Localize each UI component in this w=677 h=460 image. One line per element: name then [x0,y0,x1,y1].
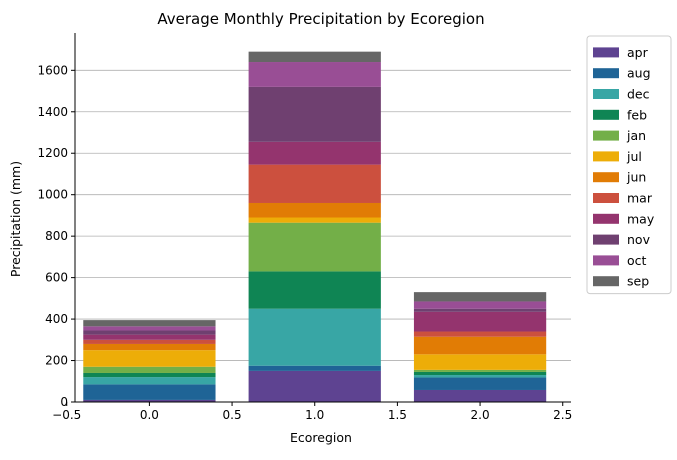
bar-segment-nov-1 [248,86,381,142]
bar-segment-nov-0 [83,330,216,335]
legend-swatch-mar [593,193,619,203]
bar-segment-apr-2 [413,389,547,402]
y-tick-label-600: 600 [45,271,68,285]
bar-segment-dec-2 [413,375,547,378]
legend-label-nov: nov [627,232,651,247]
bar-segment-aug-1 [248,365,381,371]
bar-segment-jan-1 [248,222,381,272]
x-tick-label-3: 1.0 [305,408,324,422]
x-tick-label-4: 1.5 [388,408,407,422]
y-tick-label-800: 800 [45,229,68,243]
legend-swatch-feb [593,109,619,120]
legend: apr aug dec feb jan jul jun mar may nov oct sep [586,35,672,295]
bar-segment-jun-0 [83,343,216,351]
bar-segment-aug-2 [413,377,547,390]
legend-label-aug: aug [627,66,651,81]
bar-segment-feb-0 [83,372,216,378]
legend-label-mar: mar [627,191,653,206]
legend-swatch-oct [593,255,619,266]
bar-segment-mar-2 [413,331,547,337]
legend-swatch-sep [593,276,619,287]
bar-segment-mar-1 [248,164,381,203]
bar-segment-jul-1 [248,217,381,223]
legend-swatch-apr [593,47,619,58]
bar-segment-jun-1 [248,202,381,218]
legend-box [586,35,672,295]
bar-segment-jul-0 [83,350,216,367]
bar-segment-sep-2 [413,292,547,302]
legend-swatch-jun [593,172,619,183]
bar-segment-nov-2 [413,308,547,312]
legend-label-sep: sep [627,274,649,289]
bars [83,51,547,402]
axes: 0 200 400 600 800 1000 1200 1400 1600 −0.5 0.0 0.5 1… [37,33,572,422]
legend-swatch-jan [593,130,619,141]
legend-label-apr: apr [627,45,649,60]
y-tick-label-1200: 1200 [37,146,68,160]
x-tick-label-1: 0.0 [140,408,159,422]
bar-segment-may-0 [83,334,216,340]
y-tick-label-400: 400 [45,312,68,326]
legend-label-feb: feb [627,107,647,122]
x-tick-label-5: 2.0 [471,408,490,422]
x-tick-label-6: 2.5 [553,408,572,422]
y-tick-label-200: 200 [45,354,68,368]
legend-swatch-nov [593,234,619,245]
bar-segment-oct-2 [413,301,547,309]
bar-segment-sep-0 [83,320,216,327]
legend-label-jul: jul [626,149,642,164]
legend-label-jun: jun [626,170,646,185]
legend-swatch-aug [593,68,619,79]
legend-swatch-may [593,213,619,224]
bar-segment-dec-1 [248,308,381,366]
bar-segment-oct-0 [83,326,216,331]
y-tick-label-1400: 1400 [37,105,68,119]
legend-swatch-dec [593,89,619,99]
bar-segment-sep-1 [248,51,381,63]
x-axis-title: Ecoregion [290,430,352,445]
legend-label-may: may [627,211,655,226]
bar-segment-oct-1 [248,62,381,87]
y-tick-label-1600: 1600 [37,63,68,77]
bar-segment-may-2 [413,311,547,332]
legend-label-jan: jan [626,128,646,143]
x-tick-label-0: −0.5 [52,408,81,422]
bar-segment-dec-0 [83,377,216,385]
y-axis-title: Precipitation (mm) [8,161,23,277]
bar-segment-feb-1 [248,271,381,309]
bar-segment-jul-2 [413,354,547,370]
bar-segment-apr-1 [248,370,381,402]
bar-segment-apr-0 [83,399,216,402]
legend-swatch-jul [593,151,619,162]
bar-segment-feb-2 [413,371,547,376]
bar-segment-jan-0 [83,366,216,373]
bar-segment-mar-0 [83,339,216,344]
bar-segment-aug-0 [83,384,216,400]
legend-label-oct: oct [627,253,647,268]
y-tick-label-0: 0 [60,395,68,409]
legend-label-dec: dec [627,87,650,102]
bar-segment-jun-2 [413,336,547,355]
chart-title: Average Monthly Precipitation by Ecoregi… [157,10,484,28]
x-tick-label-2: 0.5 [223,408,242,422]
bar-segment-may-1 [248,141,381,165]
bar-segment-jan-2 [413,369,547,372]
y-tick-label-1000: 1000 [37,188,68,202]
